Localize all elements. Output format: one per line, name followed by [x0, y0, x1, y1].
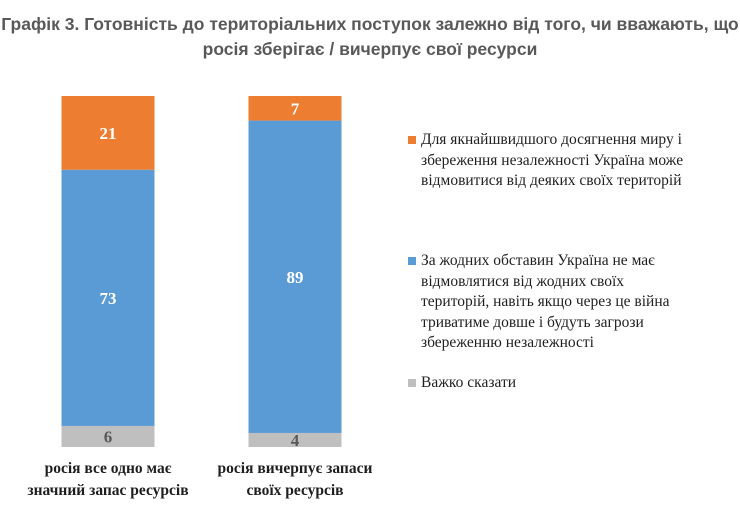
- category-label-1-0: росія вичерпує запаси: [218, 460, 373, 477]
- legend-text-2-0: Важко сказати: [421, 374, 517, 391]
- legend-swatch-1: [408, 257, 416, 265]
- bar-segment-1-2: [248, 96, 342, 121]
- legend-swatch-0: [408, 136, 416, 144]
- data-label-0-2: 21: [100, 124, 117, 143]
- legend-text-0-1: збереження незалежності Україна може: [421, 151, 684, 169]
- legend-text-1-3: триватиме довше і будуть загрози: [421, 313, 644, 331]
- legend-text-1-1: відмовлятися від жодних своїх: [421, 272, 625, 290]
- data-label-0-0: 6: [104, 427, 113, 446]
- legend-text-1-0: За жодних обставин Україна не має: [421, 252, 655, 269]
- chart-title-line-2: росія зберігає / вичерпує свої ресурси: [202, 39, 538, 59]
- category-label-0-1: значний запас ресурсів: [27, 482, 188, 499]
- legend-text-0-2: відмовитися від деяких своїх територій: [421, 172, 682, 189]
- data-label-1-1: 89: [287, 268, 304, 287]
- bar-segment-1-1: [248, 120, 342, 433]
- legend-swatch-2: [408, 379, 416, 387]
- bar-segment-0-1: [61, 169, 155, 426]
- data-label-1-0: 4: [291, 431, 300, 450]
- legend-text-1-4: збереженню незалежності: [421, 334, 594, 351]
- category-label-0-0: росія все одно має: [45, 460, 172, 477]
- category-label-1-1: своїх ресурсів: [246, 482, 343, 499]
- legend-text-0-0: Для якнайшвидшого досягнення миру і: [421, 131, 682, 148]
- bar-segment-0-0: [61, 425, 155, 447]
- legend-text-1-2: територій, навіть якщо через це війна: [421, 293, 670, 310]
- data-label-1-2: 7: [291, 99, 300, 118]
- bar-segment-1-0: [248, 432, 342, 447]
- data-label-0-1: 73: [100, 289, 117, 308]
- chart-title-line-1: Графік 3. Готовність до територіальних п…: [1, 14, 739, 34]
- chart-title: Графік 3. Готовність до територіальних п…: [0, 12, 740, 62]
- bar-segment-0-2: [61, 96, 155, 170]
